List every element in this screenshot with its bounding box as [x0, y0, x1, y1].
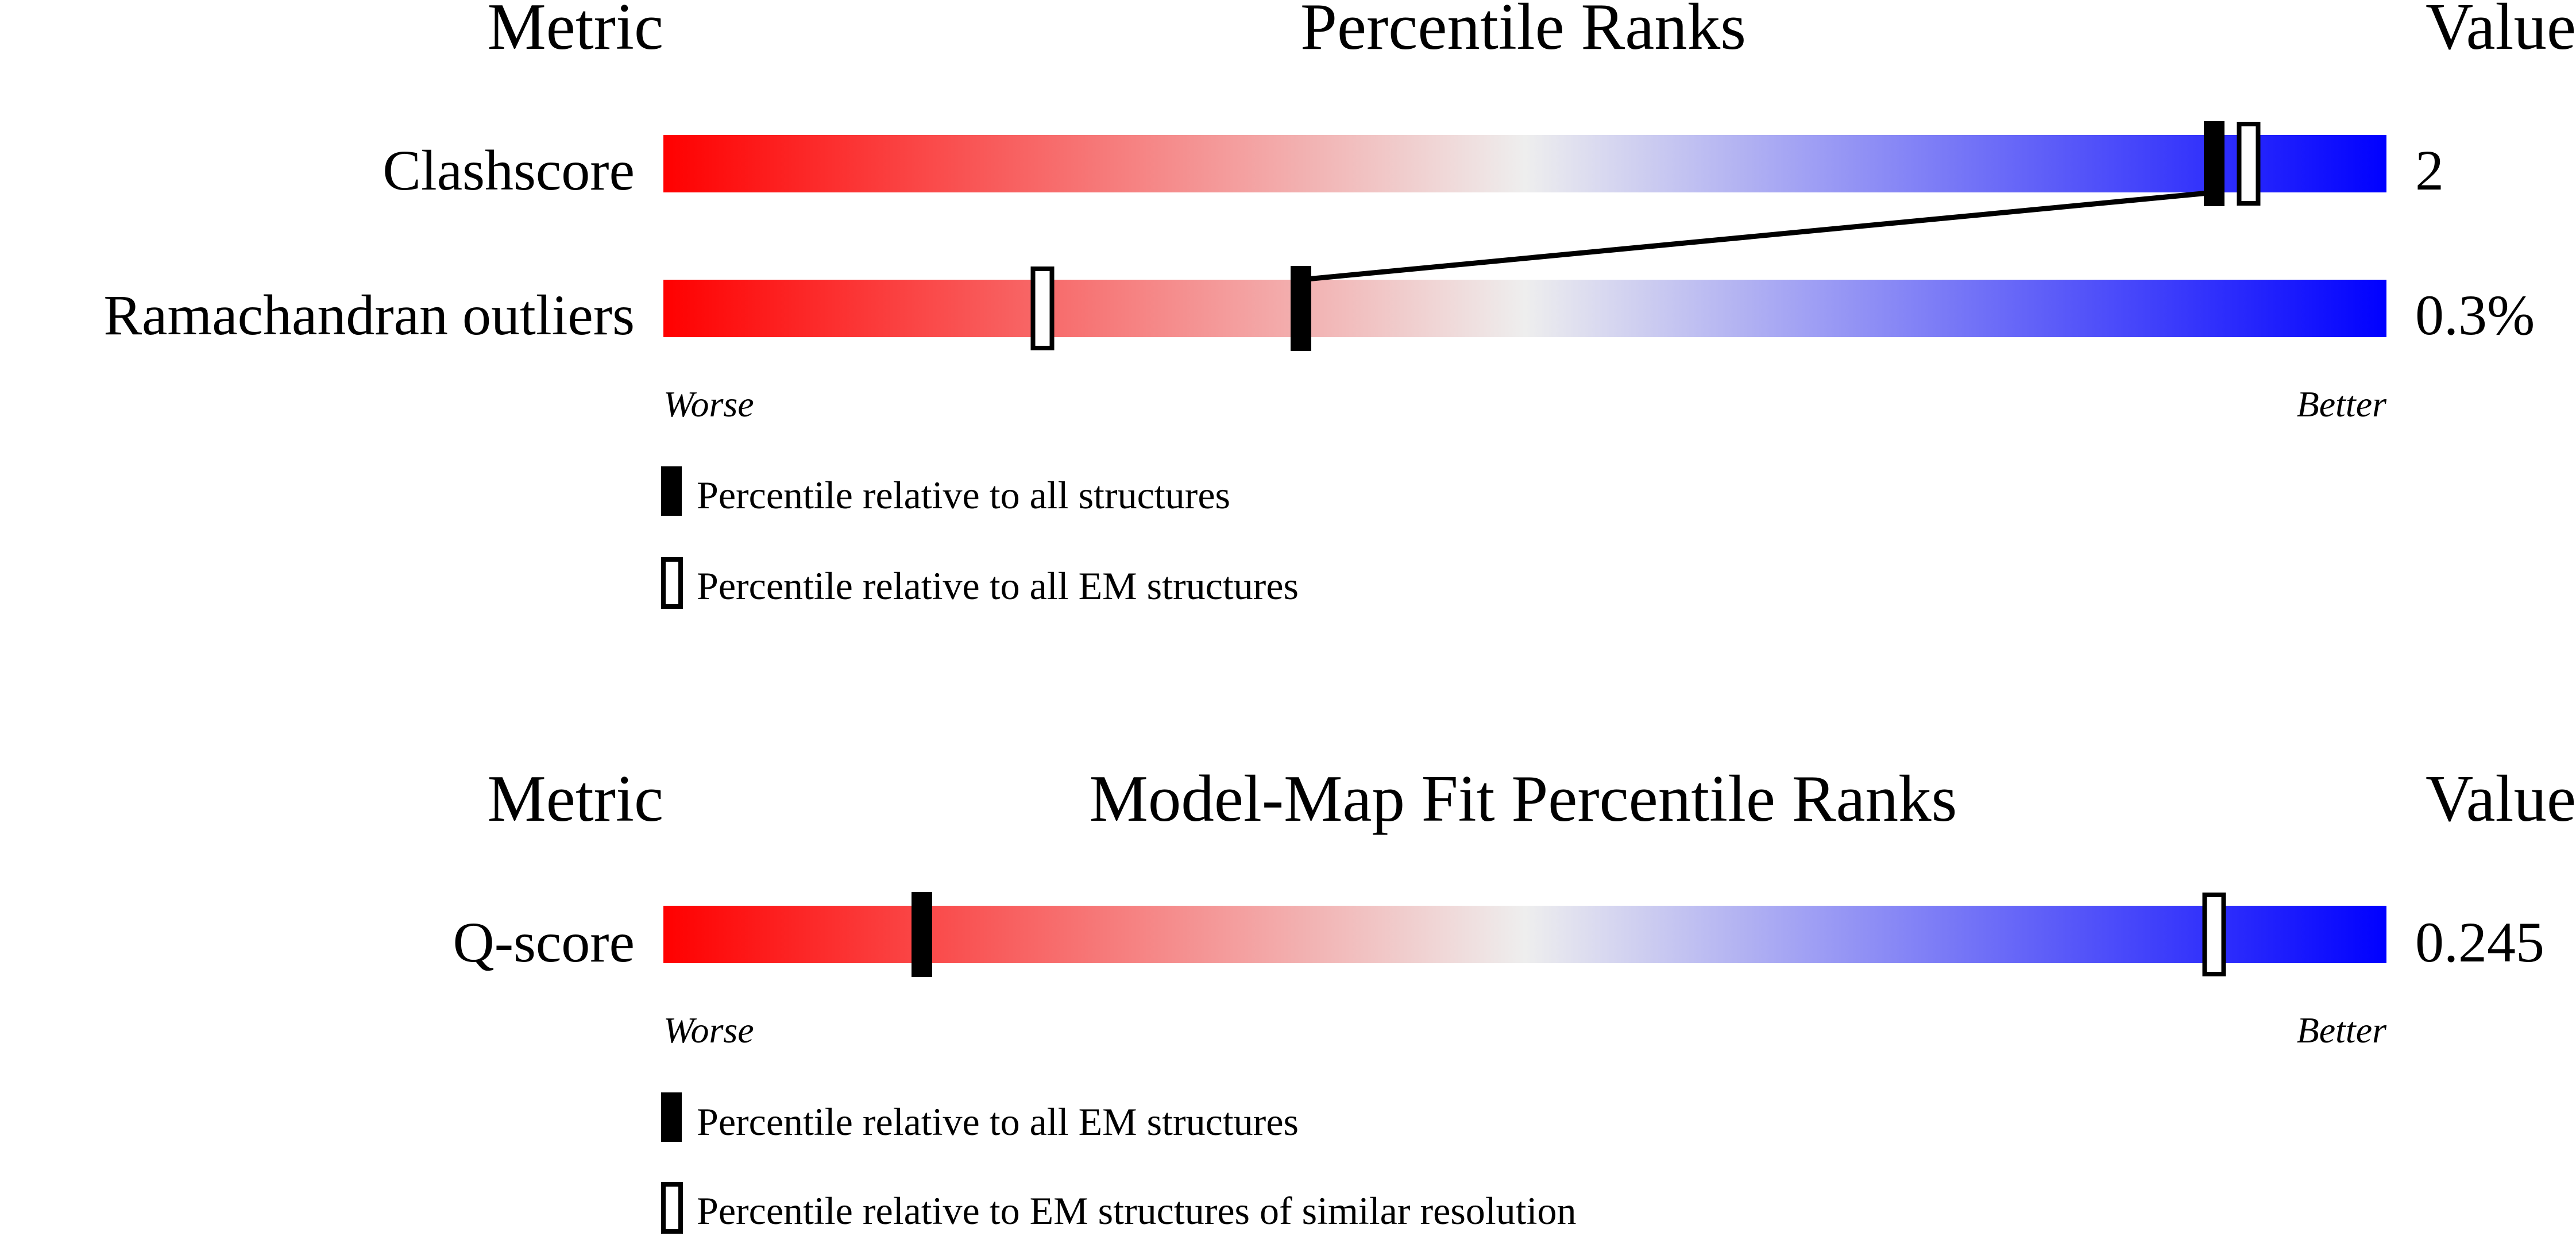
percentile-connector — [1300, 190, 2215, 283]
legend-swatch-filled — [661, 466, 682, 516]
axis-label-better: Better — [2297, 384, 2387, 424]
value-header: Value — [2426, 0, 2576, 63]
marker-similar-resolution — [2202, 893, 2226, 976]
metric-label: Q-score — [453, 910, 635, 974]
marker-em-structures — [2237, 122, 2261, 206]
panel-model-map-fit: Metric Model-Map Fit Percentile Ranks Va… — [453, 762, 2576, 1234]
percentile-track — [663, 280, 2386, 337]
metric-label: Ramachandran outliers — [103, 283, 635, 347]
axis-label-better: Better — [2297, 1010, 2387, 1050]
metric-value: 0.3% — [2415, 283, 2535, 347]
percentile-track — [663, 135, 2386, 192]
legend-text: Percentile relative to EM structures of … — [697, 1189, 1576, 1233]
axis-label-worse: Worse — [663, 1010, 754, 1050]
metric-value: 0.245 — [2415, 910, 2544, 974]
metric-header: Metric — [487, 0, 663, 63]
marker-em-structures — [1030, 266, 1055, 350]
value-header: Value — [2426, 762, 2576, 835]
legend-swatch-open — [661, 557, 683, 609]
metric-value: 2 — [2415, 138, 2444, 202]
legend-text: Percentile relative to all structures — [697, 473, 1230, 517]
marker-all-structures — [1291, 266, 1311, 351]
axis-label-worse: Worse — [663, 384, 754, 424]
legend-swatch-open — [661, 1182, 683, 1234]
marker-all-structures — [2204, 121, 2224, 206]
chart-title: Percentile Ranks — [1300, 0, 1746, 63]
metric-label: Clashscore — [383, 138, 635, 202]
metric-header: Metric — [487, 762, 663, 835]
marker-all-em-structures — [912, 892, 932, 977]
legend-text: Percentile relative to all EM structures — [697, 564, 1299, 608]
chart-title: Model-Map Fit Percentile Ranks — [1090, 762, 1957, 835]
panel-percentile-ranks: Metric Percentile Ranks Value Clashscore… — [103, 0, 2576, 609]
percentile-track — [663, 906, 2386, 963]
legend-text: Percentile relative to all EM structures — [697, 1100, 1299, 1144]
legend-swatch-filled — [661, 1092, 682, 1142]
